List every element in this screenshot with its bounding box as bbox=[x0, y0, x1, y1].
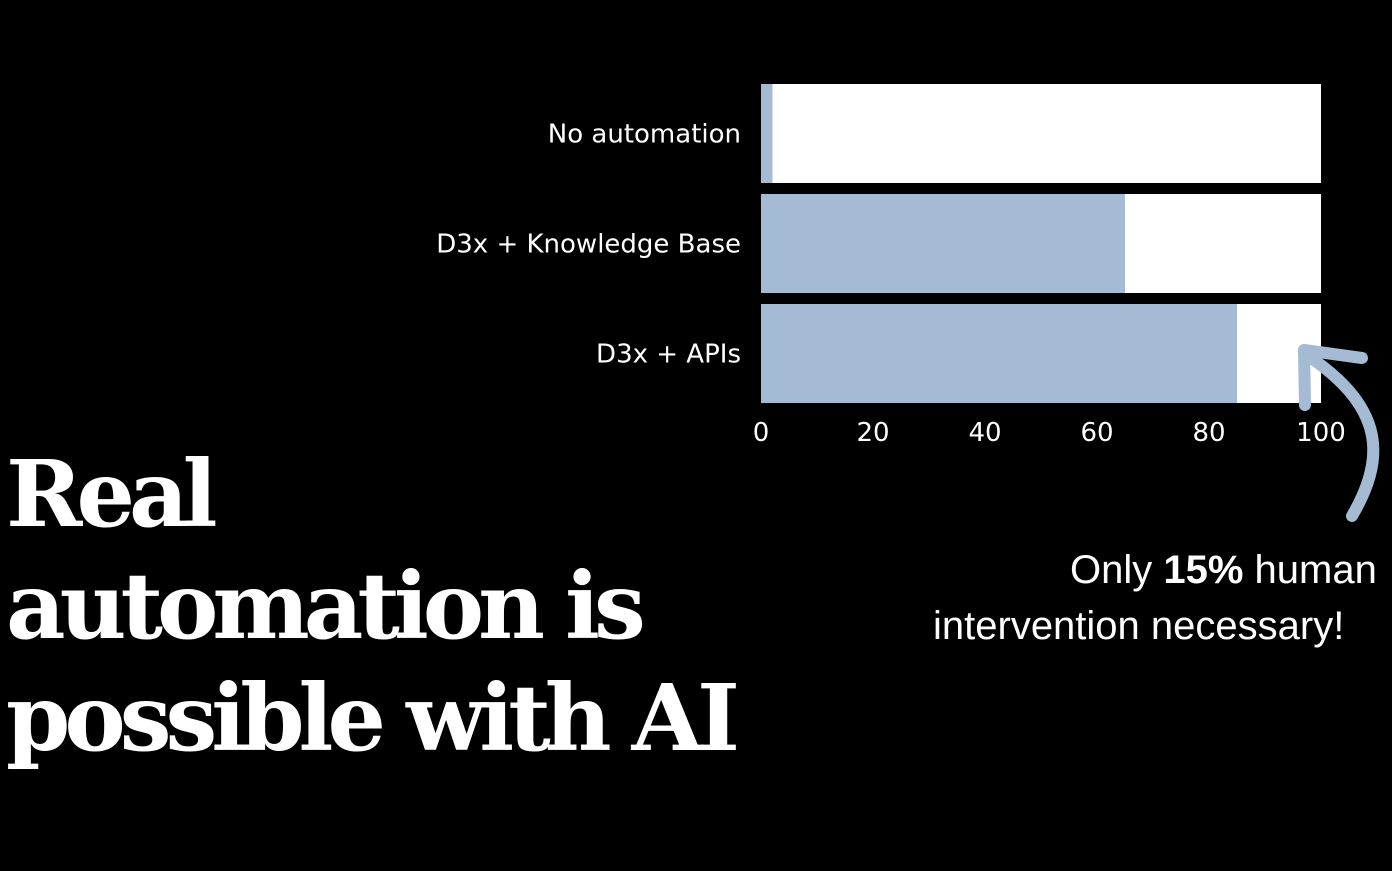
headline-line-3: possible with AI bbox=[6, 664, 740, 772]
category-labels: No automation D3x + Knowledge Base D3x + A… bbox=[436, 120, 741, 370]
x-axis-ticks: 0 20 40 60 80 100 bbox=[753, 418, 1346, 448]
bar-segment-1-1 bbox=[761, 84, 773, 183]
arrow-head-icon bbox=[1298, 344, 1368, 411]
headline-line-1: Real bbox=[6, 440, 218, 548]
annotation: Only 15% human intervention necessary! bbox=[900, 542, 1392, 654]
bar-segment-3-1 bbox=[761, 304, 1237, 403]
bar-segment-1-2 bbox=[772, 84, 1321, 183]
category-label: D3x + Knowledge Base bbox=[436, 230, 741, 260]
x-tick-label: 20 bbox=[856, 418, 889, 448]
headline: Real automation is possible with AI bbox=[6, 438, 740, 774]
annotation-suffix: human bbox=[1243, 548, 1377, 592]
category-label: D3x + APIs bbox=[596, 340, 741, 370]
x-tick-label: 80 bbox=[1192, 418, 1225, 448]
bar-segment-2-1 bbox=[761, 194, 1125, 293]
x-tick-label: 100 bbox=[1296, 418, 1346, 448]
curved-arrow-icon bbox=[1308, 354, 1380, 522]
annotation-line-2: intervention necessary! bbox=[933, 604, 1345, 648]
bar-segment-2-2 bbox=[1125, 194, 1321, 293]
annotation-prefix: Only bbox=[1070, 548, 1164, 592]
x-tick-label: 0 bbox=[753, 418, 770, 448]
x-tick-label: 60 bbox=[1080, 418, 1113, 448]
annotation-highlight: 15% bbox=[1163, 548, 1244, 592]
category-label: No automation bbox=[548, 120, 741, 150]
annotation-line-1: Only 15% human bbox=[900, 542, 1392, 598]
headline-line-2: automation is bbox=[6, 552, 646, 660]
x-tick-label: 40 bbox=[968, 418, 1001, 448]
bars-group bbox=[761, 84, 1321, 403]
